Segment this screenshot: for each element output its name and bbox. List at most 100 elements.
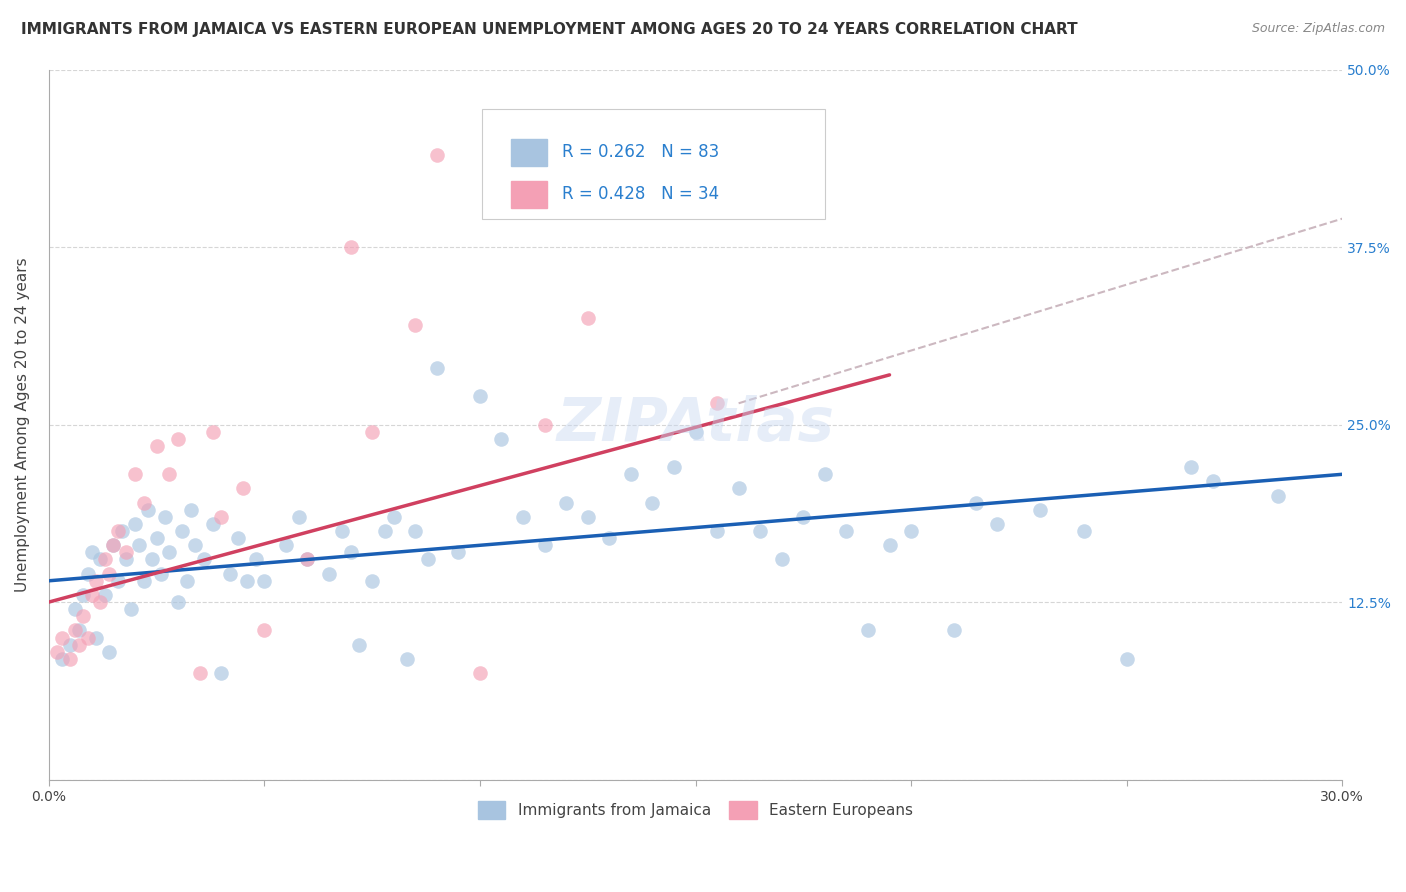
Point [339,545,361,559]
Point [491,432,513,446]
Point [67,624,90,638]
Point [965,496,987,510]
Point [318,566,340,581]
Point [374,524,396,538]
Point [124,467,146,482]
Point [361,425,384,439]
Point [46,645,69,659]
Text: R = 0.262   N = 83: R = 0.262 N = 83 [562,143,720,161]
Point [193,552,215,566]
Point [80,588,103,602]
Point [103,538,125,552]
Point [1202,475,1225,489]
Point [245,552,267,566]
FancyBboxPatch shape [482,109,825,219]
Point [80,545,103,559]
Point [749,524,772,538]
Point [382,509,405,524]
Point [72,609,94,624]
Point [72,588,94,602]
Point [159,467,181,482]
Point [128,538,150,552]
Point [59,638,82,652]
Point [232,482,254,496]
Point [59,652,82,666]
Point [132,496,155,510]
Point [201,425,224,439]
Point [900,524,922,538]
FancyBboxPatch shape [510,181,547,208]
Point [103,538,125,552]
Point [94,588,117,602]
Point [598,531,620,545]
Point [145,531,167,545]
Point [685,425,707,439]
Point [943,624,966,638]
Point [395,652,418,666]
Point [1115,652,1137,666]
Point [404,524,426,538]
Point [512,509,534,524]
Point [98,645,121,659]
Point [253,574,276,588]
Text: R = 0.428   N = 34: R = 0.428 N = 34 [562,186,720,203]
Point [274,538,297,552]
Point [879,538,901,552]
Point [141,552,163,566]
Point [288,509,311,524]
Point [159,545,181,559]
Point [468,666,491,681]
Point [184,538,207,552]
Point [136,503,159,517]
Point [167,432,190,446]
Point [89,552,111,566]
Point [63,602,86,616]
Text: ZIPAtlas: ZIPAtlas [557,395,835,454]
Point [111,524,134,538]
Point [63,624,86,638]
Point [727,482,749,496]
Point [1029,503,1052,517]
Point [236,574,259,588]
Point [814,467,837,482]
Point [856,624,879,638]
Point [1073,524,1095,538]
Point [641,496,664,510]
Point [145,439,167,453]
Point [67,638,90,652]
Point [533,417,555,432]
Point [51,631,73,645]
Point [89,595,111,609]
Text: IMMIGRANTS FROM JAMAICA VS EASTERN EUROPEAN UNEMPLOYMENT AMONG AGES 20 TO 24 YEA: IMMIGRANTS FROM JAMAICA VS EASTERN EUROP… [21,22,1078,37]
Point [404,318,426,333]
Point [218,566,240,581]
Point [330,524,353,538]
Point [209,509,232,524]
Point [620,467,643,482]
FancyBboxPatch shape [510,138,547,166]
Point [447,545,470,559]
Point [107,524,129,538]
Point [297,552,319,566]
Point [120,602,142,616]
Point [98,566,121,581]
Point [228,531,250,545]
Point [1267,489,1289,503]
Point [792,509,814,524]
Point [339,240,361,254]
Point [347,638,370,652]
Point [76,566,98,581]
Point [426,148,449,162]
Point [835,524,858,538]
Point [132,574,155,588]
Text: Source: ZipAtlas.com: Source: ZipAtlas.com [1251,22,1385,36]
Point [167,595,190,609]
Point [84,574,107,588]
Point [176,574,198,588]
Point [986,516,1008,531]
Point [51,652,73,666]
Point [555,496,578,510]
Point [361,574,384,588]
Point [84,631,107,645]
Point [426,360,449,375]
